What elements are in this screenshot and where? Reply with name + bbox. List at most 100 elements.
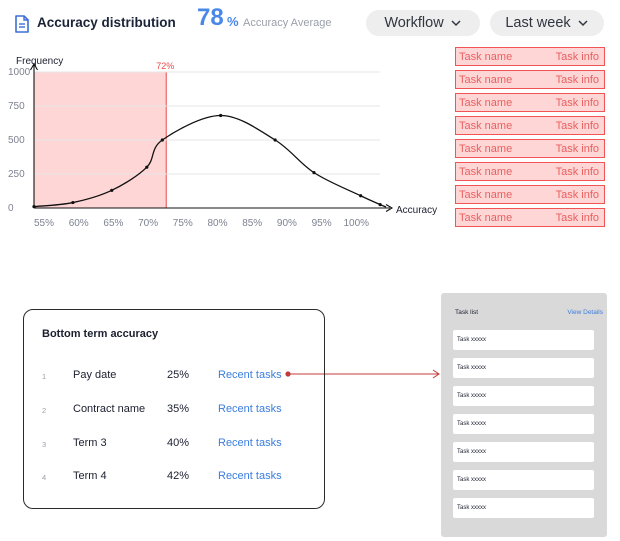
row-index: 4 (42, 473, 47, 482)
period-dropdown-label: Last week (505, 15, 571, 31)
data-point (160, 138, 164, 142)
recent-tasks-link[interactable]: Recent tasks (218, 369, 282, 381)
workflow-dropdown[interactable]: Workflow (366, 10, 480, 36)
data-point (32, 205, 36, 209)
x-tick-label: 60% (69, 218, 89, 229)
task-name: Task name (459, 211, 513, 224)
task-info: Task info (555, 73, 599, 86)
data-point (71, 200, 75, 205)
task-name: Task name (459, 73, 513, 86)
panel-title: Task list (455, 309, 479, 316)
task-name: Task name (459, 188, 513, 201)
task-name: Task name (459, 96, 513, 109)
x-tick-label: 70% (138, 218, 158, 229)
y-tick-label: 0 (8, 203, 14, 214)
x-tick-label: 75% (173, 218, 193, 229)
term-name: Term 4 (73, 470, 107, 482)
x-tick-label: 55% (34, 218, 54, 229)
row-index: 1 (42, 372, 47, 381)
x-tick-label: 80% (207, 218, 227, 229)
y-tick-label: 250 (8, 169, 25, 180)
term-accuracy: 25% (167, 369, 190, 381)
x-tick-label: 65% (103, 218, 123, 229)
task-name: Task name (459, 165, 513, 178)
task-info: Task info (555, 142, 599, 155)
x-tick-label: 100% (344, 218, 370, 229)
term-name: Contract name (73, 403, 146, 415)
task-info: Task info (555, 50, 599, 63)
distribution-curve (33, 114, 387, 208)
workflow-dropdown-label: Workflow (384, 15, 444, 31)
task-info: Task info (555, 188, 599, 201)
term-accuracy: 35% (167, 403, 190, 415)
task-stack-item[interactable]: Task name Task info (455, 93, 605, 112)
term-row: 3 Term 3 40% Recent tasks (24, 437, 324, 453)
page-title: Accuracy distribution (37, 15, 176, 30)
recent-tasks-link[interactable]: Recent tasks (218, 403, 282, 415)
chevron-down-icon (451, 20, 461, 27)
period-dropdown[interactable]: Last week (490, 10, 604, 36)
term-row: 1 Pay date 25% Recent tasks (24, 369, 324, 385)
term-name: Pay date (73, 369, 117, 381)
row-index: 3 (42, 440, 47, 449)
data-point (359, 194, 363, 198)
term-accuracy: 40% (167, 437, 190, 449)
task-list-item[interactable]: Task xxxxx (453, 330, 594, 350)
task-name: Task name (459, 119, 513, 132)
data-point (110, 188, 114, 192)
term-row: 4 Term 4 42% Recent tasks (24, 470, 324, 486)
data-point (273, 138, 277, 142)
data-point (219, 113, 223, 118)
task-stack-item[interactable]: Task name Task info (455, 208, 605, 227)
y-tick-label: 1000 (8, 67, 31, 78)
y-tick-label: 500 (8, 135, 25, 146)
term-name: Term 3 (73, 437, 107, 449)
task-stack-item[interactable]: Task name Task info (455, 185, 605, 204)
task-list-item[interactable]: Task xxxxx (453, 470, 594, 490)
task-stack-item[interactable]: Task name Task info (455, 47, 605, 66)
task-list-item[interactable]: Task xxxxx (453, 358, 594, 378)
task-stack-item[interactable]: Task name Task info (455, 139, 605, 158)
data-point (312, 171, 316, 175)
recent-tasks-link[interactable]: Recent tasks (218, 470, 282, 482)
y-tick-label: 750 (8, 101, 25, 112)
task-stack-item[interactable]: Task name Task info (455, 162, 605, 181)
term-accuracy: 42% (167, 470, 190, 482)
task-list-item[interactable]: Task xxxxx (453, 386, 594, 406)
y-axis-title: Frequency (16, 56, 63, 67)
chevron-down-icon (578, 20, 588, 27)
task-info: Task info (555, 211, 599, 224)
accuracy-average-unit: % (227, 14, 239, 29)
term-row: 2 Contract name 35% Recent tasks (24, 403, 324, 419)
task-list-item[interactable]: Task xxxxx (453, 498, 594, 518)
view-details-link[interactable]: View Details (567, 309, 603, 316)
card-title: Bottom term accuracy (42, 328, 159, 340)
accuracy-average-value: 78 (197, 4, 224, 31)
task-list-panel: Task list View Details Task xxxxx Task xx… (441, 293, 607, 537)
task-info: Task info (555, 119, 599, 132)
y-axis-arrow (30, 62, 38, 71)
task-stack: Task name Task info Task name Task info Task… (455, 47, 605, 231)
x-tick-label: 85% (242, 218, 262, 229)
task-stack-item[interactable]: Task name Task info (455, 70, 605, 89)
row-index: 2 (42, 406, 47, 415)
task-stack-item[interactable]: Task name Task info (455, 116, 605, 135)
x-axis-title: Accuracy (396, 205, 437, 216)
task-list-item[interactable]: Task xxxxx (453, 442, 594, 462)
recent-tasks-link[interactable]: Recent tasks (218, 437, 282, 449)
task-info: Task info (555, 96, 599, 109)
threshold-label: 72% (156, 61, 174, 71)
task-name: Task name (459, 50, 513, 63)
bottom-term-accuracy-card: Bottom term accuracy 1 Pay date 25% Recent … (23, 309, 325, 509)
x-tick-label: 90% (277, 218, 297, 229)
task-info: Task info (555, 165, 599, 178)
data-point (145, 165, 149, 169)
task-name: Task name (459, 142, 513, 155)
accuracy-average-label: Accuracy Average (243, 17, 332, 29)
task-list-item[interactable]: Task xxxxx (453, 414, 594, 434)
x-tick-label: 95% (312, 218, 332, 229)
accuracy-distribution-chart: 72% 1000 750 500 250 0 55% 60% 65% 70% 75% 80% 85% 90… (8, 56, 437, 229)
data-point (378, 203, 382, 207)
x-axis-arrow (385, 204, 394, 212)
document-icon (15, 15, 29, 33)
